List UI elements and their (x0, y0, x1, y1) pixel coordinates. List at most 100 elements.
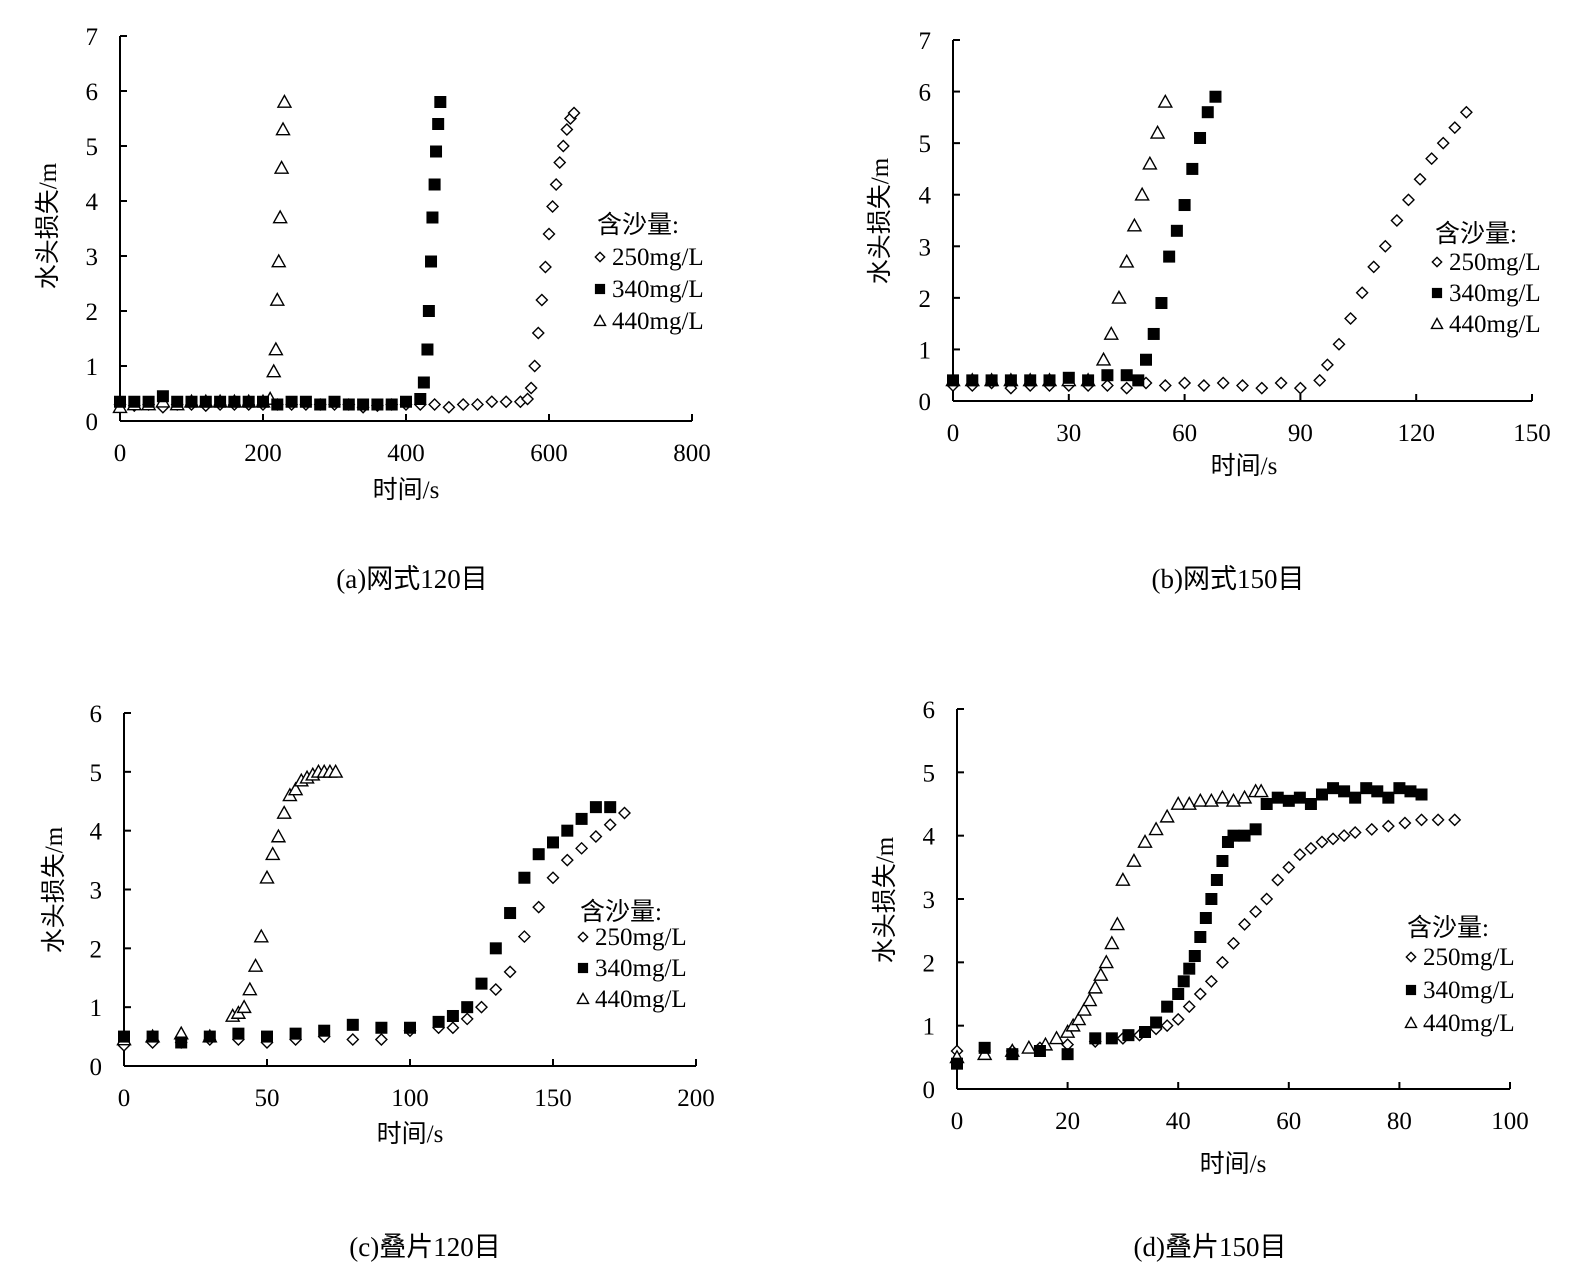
panel-c-marks (116, 763, 631, 1052)
panel-d-point-square (1304, 798, 1317, 810)
panel-d-series-square (951, 782, 1428, 1070)
panel-d-legend-title: 含沙量: (1407, 914, 1489, 942)
panel-b-point-square (966, 374, 979, 387)
panel-b-series-square (947, 90, 1222, 387)
panel-c-xtick-label: 100 (391, 1085, 429, 1112)
panel-d-point-triangle (1170, 796, 1186, 810)
panel-d-point-triangle (1021, 1039, 1037, 1054)
panel-b-point-square (1043, 374, 1056, 387)
panel-a-point-diamond (471, 398, 484, 411)
panel-d-legend-marker-diamond (1405, 951, 1417, 963)
panel-d-point-square (1249, 823, 1262, 836)
panel-a-legend-label: 340mg/L (612, 276, 704, 303)
panel-d-ytick-label: 6 (923, 697, 936, 724)
panel-b-point-square (1201, 106, 1214, 119)
panel-b-legend-marker-diamond (1431, 256, 1443, 268)
panel-b-xtick-label: 30 (1056, 420, 1081, 447)
panel-d-point-square (1393, 782, 1406, 795)
panel-c-point-triangle (259, 869, 275, 884)
panel-d-point-square (1105, 1032, 1118, 1045)
panel-c-xtick-label: 150 (534, 1085, 572, 1112)
panel-c-legend-marker-square (577, 962, 589, 974)
panel-a-point-triangle (276, 94, 293, 108)
panel-d-legend-marker-triangle (1404, 1016, 1418, 1029)
panel-a-point-diamond (528, 359, 542, 373)
panel-d-point-triangle (1159, 808, 1175, 823)
panel-a-point-diamond (485, 395, 499, 409)
panel-d-xtick-label: 60 (1276, 1108, 1301, 1135)
panel-c-ylabel: 水头损失/m (40, 826, 68, 953)
panel-a-point-square (271, 398, 284, 411)
panel-d-point-diamond (1282, 860, 1296, 874)
panel-c-point-triangle (242, 981, 258, 996)
panel-b-ytick-label: 1 (919, 337, 932, 364)
panel-b-point-diamond (1293, 381, 1307, 395)
panel-c-point-square (232, 1027, 245, 1040)
panel-b-legend-marker-square (1431, 287, 1443, 299)
panel-a-point-diamond (456, 398, 470, 411)
panel-b: 0 1 2 3 4 5 6 7 0 30 60 90 120 150 时间/s 水头损失/m 含沙量: 2… (866, 28, 1551, 594)
panel-d-point-diamond (1204, 974, 1218, 988)
panel-a-point-triangle (275, 121, 291, 136)
panel-b-point-diamond (1178, 376, 1192, 390)
panel-b-point-diamond (1158, 379, 1172, 393)
panel-c-point-diamond (589, 830, 603, 844)
panel-a-point-square (421, 343, 434, 356)
panel-b-point-triangle (1111, 289, 1127, 304)
panel-c-point-triangle (327, 763, 344, 778)
panel-a-legend-label: 250mg/L (612, 244, 704, 271)
panel-d-ytick-label: 3 (923, 887, 936, 914)
panel-d-point-diamond (1448, 813, 1462, 827)
panel-d-point-square (1371, 785, 1384, 798)
panel-b-point-diamond (1197, 379, 1211, 393)
panel-a-ytick-label: 3 (86, 244, 99, 271)
panel-b-point-diamond (1425, 152, 1439, 166)
panel-a-point-square (285, 395, 298, 408)
panel-d-point-square (1089, 1032, 1102, 1045)
panel-b-ytick-label: 3 (919, 234, 932, 261)
panel-c-point-triangle (276, 805, 292, 819)
panel-b-point-triangle (1142, 155, 1158, 170)
panel-b-point-square (1004, 374, 1017, 387)
panel-d-point-diamond (1415, 813, 1429, 827)
panel-d-point-square (1161, 1000, 1174, 1013)
panel-c-point-square (318, 1024, 331, 1037)
panel-c-point-diamond (489, 983, 503, 997)
panel-c: 0 1 2 3 4 5 6 0 50 100 150 200 时间/s 水头损失/m 含沙量: 250… (40, 701, 715, 1262)
panel-b-point-square (1186, 162, 1199, 175)
panel-c-legend-title: 含沙量: (580, 898, 662, 926)
panel-a-point-square (357, 398, 370, 411)
panel-a-point-square (428, 178, 441, 191)
panel-d-ytick-label: 5 (923, 760, 936, 787)
panel-b-point-triangle (1126, 217, 1143, 232)
panel-b-point-diamond (1236, 379, 1249, 393)
panel-c-xlabel: 时间/s (377, 1120, 444, 1148)
panel-a-xtick-label: 600 (530, 440, 568, 467)
panel-c-point-square (504, 907, 517, 920)
panel-d-point-square (1415, 788, 1428, 801)
panel-d-point-square (1382, 791, 1395, 804)
panel-d-point-diamond (1326, 832, 1340, 846)
panel-c-point-square (404, 1021, 416, 1034)
panel-b-legend-items: 250mg/L 340mg/L 440mg/L (1430, 249, 1541, 338)
panel-d-point-square (1150, 1016, 1163, 1029)
panel-b-point-diamond (1378, 239, 1392, 253)
panel-a-point-diamond (542, 227, 556, 241)
panel-b-point-square (1140, 353, 1152, 366)
panel-c-tick-labels: 0 1 2 3 4 5 6 0 50 100 150 200 (90, 701, 715, 1112)
panel-b-series-diamond (946, 105, 1473, 395)
panel-d-point-diamond (1260, 892, 1274, 906)
panel-b-xtick-label: 0 (947, 420, 960, 447)
panel-d-point-diamond (1293, 848, 1307, 862)
panel-a-xtick-label: 400 (387, 440, 425, 467)
panel-d-point-square (1349, 791, 1362, 804)
panel-c-ytick-label: 6 (90, 701, 103, 728)
panel-b-point-square (1209, 90, 1222, 103)
panel-a-point-square (371, 398, 384, 411)
panel-c-point-square (461, 1001, 474, 1014)
panel-b-point-triangle (1134, 186, 1150, 201)
panel-b-point-diamond (1448, 121, 1462, 135)
panel-d-point-square (1293, 791, 1306, 804)
panel-b-legend-marker-triangle (1430, 317, 1444, 330)
panel-c-point-square (475, 977, 488, 990)
